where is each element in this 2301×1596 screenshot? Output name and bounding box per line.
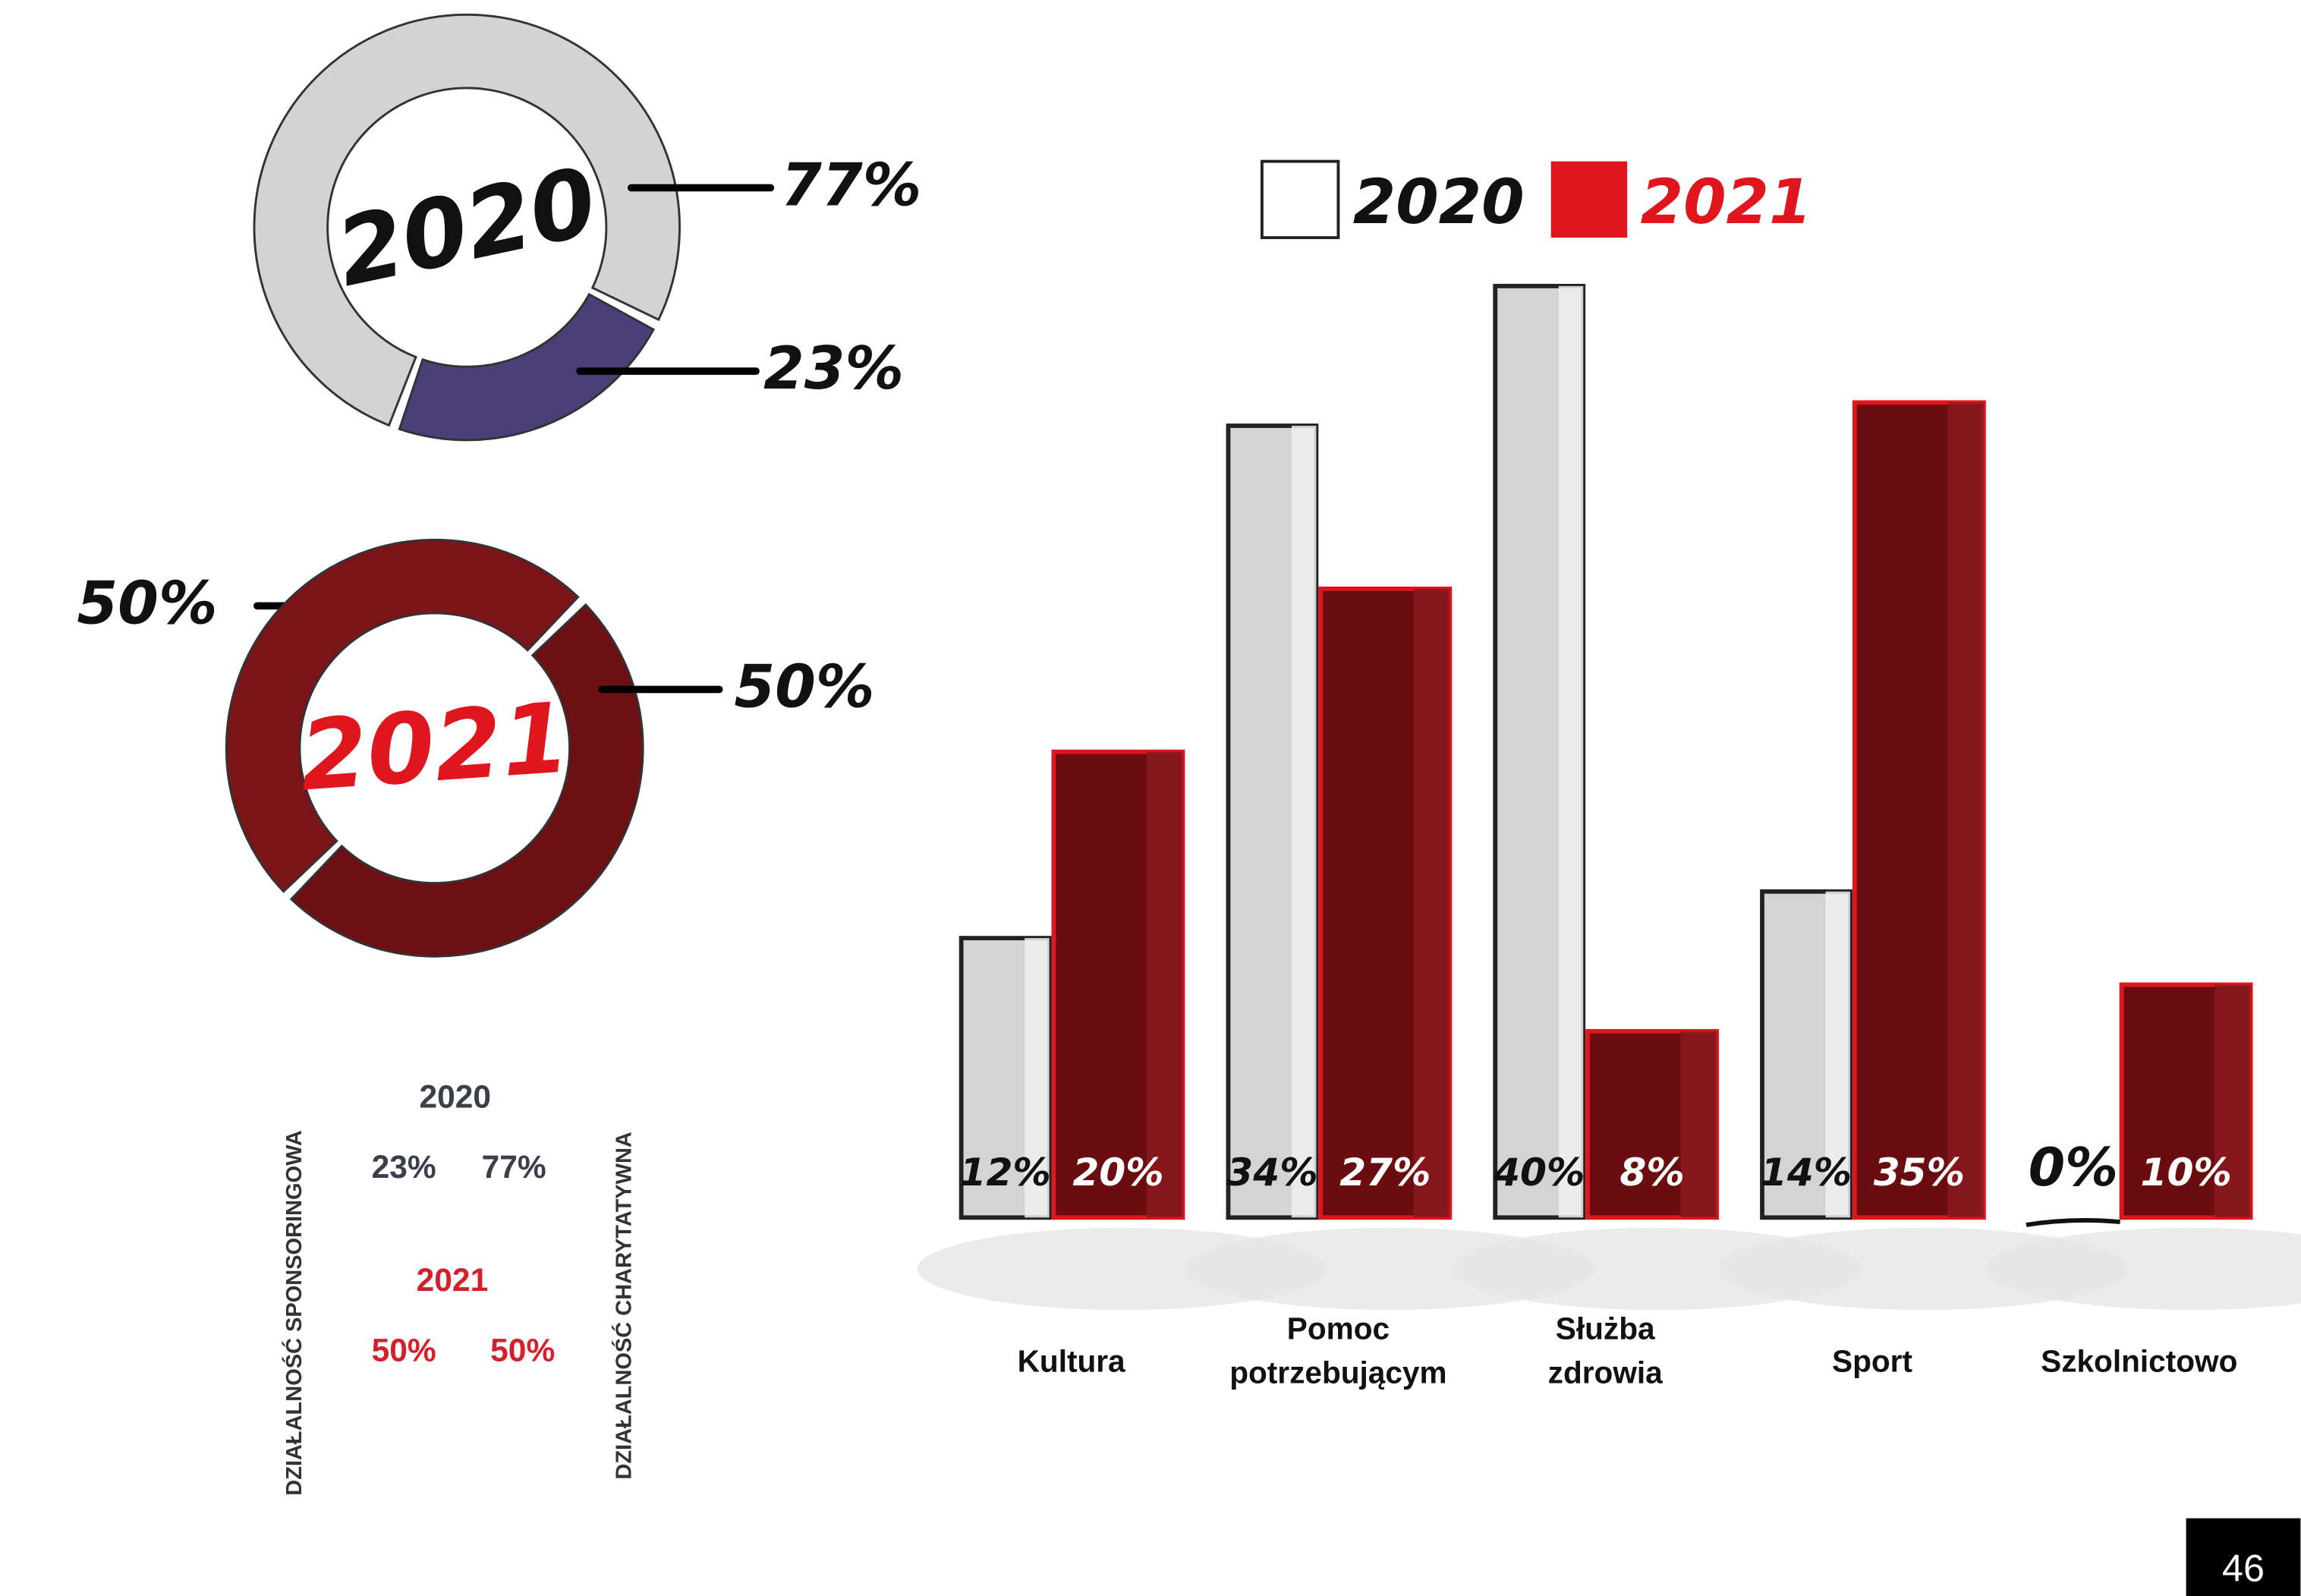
pie-slice	[253, 13, 681, 427]
category-label: Kultura	[1018, 1343, 1125, 1378]
summary-value: 50%	[372, 1333, 436, 1369]
pie-slice	[398, 292, 656, 442]
bar-side	[1146, 751, 1183, 1218]
page-number-box	[2186, 1518, 2301, 1596]
category-label: Sport	[1832, 1343, 1912, 1378]
pie-center-title: 2021	[296, 682, 573, 813]
legend-label: 2020	[1353, 167, 1525, 238]
pie-value-label: 50%	[734, 653, 874, 722]
summary-value: 77%	[482, 1150, 546, 1185]
pie-value-label: 50%	[77, 569, 217, 637]
bar-side	[1291, 426, 1317, 1218]
summary-year: 2020	[420, 1079, 492, 1115]
bar-value-label: 34%	[1226, 1150, 1317, 1195]
summary-value: 50%	[490, 1333, 555, 1369]
pie-value-label: 77%	[781, 152, 921, 220]
bar-side	[1947, 402, 1984, 1218]
legend-label: 2021	[1641, 167, 1812, 238]
pie-slice	[225, 538, 580, 893]
bar-side	[2214, 984, 2251, 1218]
bar-side	[1025, 938, 1050, 1218]
pie-center-title: 2020	[328, 147, 606, 308]
legend-swatch	[1550, 161, 1628, 238]
bar-value-label: 14%	[1761, 1150, 1852, 1195]
bar-value-label: 8%	[1620, 1150, 1684, 1195]
bar-value-label: 35%	[1874, 1150, 1965, 1195]
pie-value-label: 23%	[763, 335, 904, 403]
bar-side	[1680, 1031, 1717, 1218]
bar-value-label: 40%	[1493, 1150, 1585, 1195]
zero-underline	[2026, 1218, 2120, 1227]
legend-swatch	[1260, 159, 1340, 240]
pie-slice	[289, 603, 644, 958]
bar-value-label: 27%	[1339, 1150, 1431, 1195]
category-label: Służba zdrowia	[1548, 1311, 1663, 1390]
bar-value-label: 12%	[960, 1150, 1051, 1195]
bar-value-label: 10%	[2140, 1150, 2231, 1195]
bar-side	[1825, 891, 1850, 1218]
category-label: Szkolnictowo	[2041, 1343, 2237, 1378]
side-label: DZIAŁALNOŚĆ SPONSORINGOWA	[281, 1130, 307, 1496]
bar-side	[1558, 285, 1584, 1218]
summary-year: 2021	[417, 1263, 489, 1299]
side-label: DZIAŁALNOŚĆ CHARYTATYWNA	[611, 1132, 637, 1479]
bar-value-label: 20%	[1072, 1150, 1163, 1195]
bar-shadow	[1985, 1227, 2301, 1311]
summary-value: 23%	[372, 1150, 436, 1185]
bar-side	[1413, 588, 1450, 1218]
category-label: Pomoc potrzebującym	[1229, 1311, 1446, 1390]
page-number: 46	[2222, 1547, 2265, 1590]
bar-value-label: 0%	[2029, 1137, 2118, 1198]
